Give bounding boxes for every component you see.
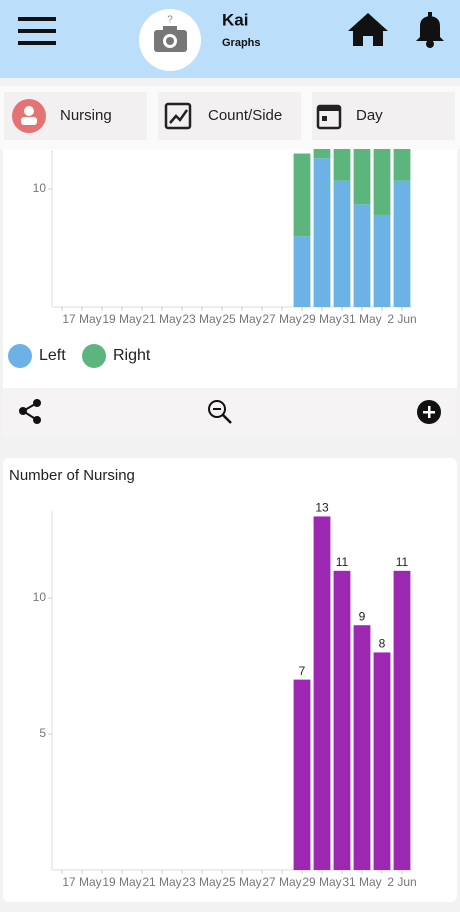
data-label: 13 (315, 501, 329, 515)
bar-segment (333, 148, 351, 181)
x-tick-label: 23 May (182, 875, 221, 889)
x-tick-label: 21 May (142, 312, 181, 326)
bell-icon[interactable] (416, 12, 444, 48)
x-tick-label: 2 Jun (387, 312, 416, 326)
tab-nursing[interactable]: Nursing (4, 92, 147, 140)
tab-label: Nursing (60, 107, 112, 124)
legend-swatch (8, 344, 32, 368)
bar (373, 652, 391, 870)
data-label: 7 (299, 664, 306, 678)
data-label: 8 (379, 637, 386, 651)
x-tick-label: 29 May (302, 312, 341, 326)
bar-segment (373, 148, 391, 215)
bar-segment (393, 148, 411, 181)
x-tick-label: 31 May (342, 875, 381, 889)
card-1: 10 17 May 19 May 21 May 23 May 25 May 27 May 29… (3, 148, 457, 437)
legend-swatch (82, 344, 106, 368)
app-subtitle: Graphs (222, 37, 261, 49)
avatar[interactable]: ? (139, 9, 201, 71)
x-tick-label: 23 May (182, 312, 221, 326)
x-tick-label: 25 May (222, 312, 261, 326)
x-tick-label: 27 May (262, 875, 301, 889)
x-tick-label: 25 May (222, 875, 261, 889)
stacked-chart: 10 17 May 19 May 21 May 23 May 25 May 27 May 29… (8, 148, 417, 368)
bar-segment (293, 153, 311, 237)
y-tick-label: 10 (33, 181, 47, 195)
bar-segment (313, 158, 331, 307)
bar (293, 679, 311, 870)
data-label: 9 (359, 609, 366, 623)
x-tick-label: 21 May (142, 875, 181, 889)
app-title: Kai (222, 10, 248, 29)
bar (333, 570, 351, 870)
app-bar (0, 0, 460, 78)
bar (353, 625, 371, 870)
menu-icon[interactable] (18, 17, 56, 45)
tab-count-side[interactable]: Count/Side (158, 92, 301, 140)
legend-label: Left (39, 347, 66, 364)
zoom-out-icon[interactable] (208, 400, 232, 424)
x-tick-label: 17 May (62, 875, 101, 889)
x-tick-label: 31 May (342, 312, 381, 326)
data-label: 11 (336, 555, 349, 569)
x-tick-label: 17 May (62, 312, 101, 326)
bar (313, 516, 331, 870)
x-tick-label: 2 Jun (387, 875, 416, 889)
tab-label: Count/Side (208, 107, 282, 124)
y-tick-label: 5 (39, 726, 46, 740)
share-icon[interactable] (19, 399, 41, 424)
tab-label: Day (356, 107, 383, 124)
add-icon[interactable] (417, 400, 441, 424)
bar (393, 570, 411, 870)
bar-segment (393, 180, 411, 307)
bar-segment (333, 180, 351, 307)
bar-segment (373, 214, 391, 307)
x-tick-label: 19 May (102, 312, 141, 326)
x-tick-label: 27 May (262, 312, 301, 326)
bar-segment (313, 148, 331, 159)
bar-segment (293, 236, 311, 307)
x-tick-label: 29 May (302, 875, 341, 889)
x-tick-label: 19 May (102, 875, 141, 889)
tab-bar-edge (0, 141, 460, 149)
svg-text:?: ? (167, 15, 173, 26)
chart-title: Number of Nursing (9, 467, 135, 484)
data-label: 11 (396, 555, 409, 569)
home-icon[interactable] (348, 13, 388, 46)
bar-segment (353, 148, 371, 205)
bar-segment (353, 204, 371, 307)
y-tick-label: 10 (33, 590, 47, 604)
card-toolbar (3, 388, 457, 437)
legend-label: Right (113, 347, 151, 364)
tab-day[interactable]: Day (312, 92, 455, 140)
